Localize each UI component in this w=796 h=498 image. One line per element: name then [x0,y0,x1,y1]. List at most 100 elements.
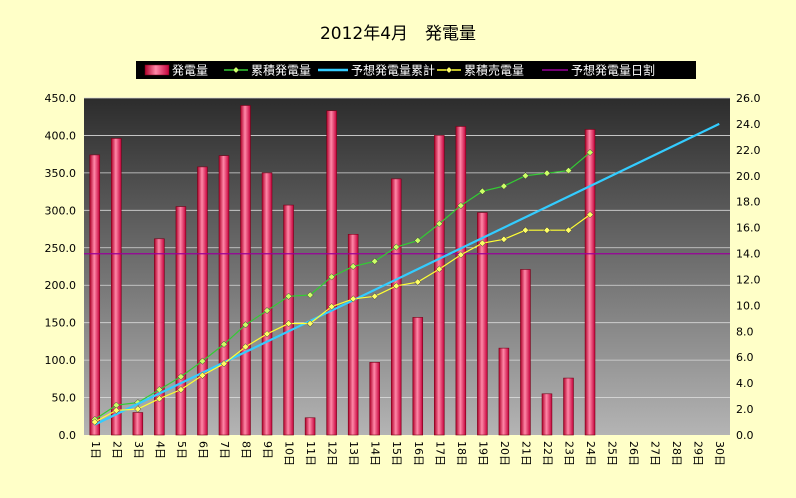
right-axis-ticks: 0.0 2.0 4.0 6.0 8.0 10.0 12.0 14.0 16.0 18.0 20.0 2… [736,92,761,442]
series-point [155,395,163,403]
series-point [285,292,293,300]
x-tick-label: 12日 [326,441,339,466]
left-tick-label: 300.0 [45,204,77,217]
series-point [241,343,250,351]
x-tick-label: 6日 [196,441,209,459]
series-point [328,273,336,281]
series-point [241,321,250,329]
bar [347,233,359,436]
x-tick-label: 3日 [132,441,145,459]
series-point [371,257,379,265]
left-tick-label: 450.0 [45,92,77,105]
x-tick-label: 25日 [606,441,619,466]
series-point [478,187,486,195]
series-point [586,148,594,156]
x-tick-label: 11日 [304,441,317,466]
bar [154,238,165,436]
series-point [564,167,573,175]
right-tick-label: 0.0 [736,429,754,442]
x-tick-label: 20日 [498,441,511,466]
right-tick-label: 26.0 [736,92,761,105]
series-point [198,371,206,379]
legend-box [136,61,696,79]
bar [455,126,467,436]
right-tick-label: 22.0 [736,144,761,157]
series-point [220,360,228,368]
x-tick-label: 26日 [627,441,640,466]
right-tick-label: 2.0 [736,403,754,416]
x-tick-label: 24日 [584,441,597,466]
series-point [414,237,422,245]
bar [89,154,101,436]
left-tick-label: 200.0 [45,279,77,292]
left-axis-ticks: 0.0 50.0 100.0 150.0 200.0 250.0 300.0 350.0 400… [45,92,77,442]
x-tick-label: 23日 [563,441,576,466]
series-point [564,226,573,234]
bar [477,212,488,436]
grid [84,97,730,398]
bar [175,206,187,436]
bar [218,155,230,436]
bar [326,110,337,436]
series-point [177,373,185,381]
series-point [306,291,314,299]
series-point [328,303,336,311]
series-point [306,319,314,328]
series-point [457,251,465,259]
bar [498,347,510,436]
series-point [349,262,357,271]
x-tick-label: 21日 [519,441,532,466]
x-tick-label: 14日 [369,441,382,466]
series-point [392,243,400,251]
right-tick-label: 16.0 [736,222,761,235]
series-point [543,226,551,234]
series-point [543,169,551,177]
bar [520,269,531,436]
left-tick-label: 150.0 [45,317,77,330]
bar [240,105,251,436]
series-point [285,319,293,328]
right-tick-label: 18.0 [736,196,761,209]
legend-marker [445,66,453,74]
left-tick-label: 250.0 [45,242,77,255]
bar [563,377,574,436]
legend-label: 累積発電量 [251,63,311,78]
right-tick-label: 24.0 [736,118,761,131]
series-line [94,122,720,426]
bar [434,135,445,436]
series-point [392,282,400,290]
left-tick-label: 350.0 [45,167,77,180]
x-tick-label: 5日 [175,441,188,459]
series-point [521,172,529,180]
x-tick-label: 27日 [649,441,662,466]
bar [197,166,208,436]
series-point [500,182,508,190]
bar [132,412,144,436]
chart-title: 2012年4月 発電量 [320,24,476,44]
x-tick-label: 9日 [261,441,274,459]
series-line [94,151,591,420]
right-tick-label: 6.0 [736,351,754,364]
series-point [435,220,443,228]
legend-label: 発電量 [172,64,208,78]
bar [369,362,380,436]
x-tick-label: 10日 [283,441,296,466]
legend-label: 予想発電量累計 [351,63,435,78]
series-point [435,265,443,273]
x-tick-label: 1日 [89,441,102,459]
series-point [134,405,142,413]
right-tick-label: 14.0 [736,248,761,261]
x-tick-label: 29日 [692,441,705,466]
right-tick-label: 8.0 [736,325,754,338]
line-series [91,122,720,426]
bar [541,393,553,436]
series-point [586,211,594,219]
x-tick-label: 7日 [218,441,231,459]
x-tick-label: 17日 [433,441,446,466]
x-tick-label: 15日 [390,441,403,466]
x-tick-label: 30日 [713,441,726,466]
x-tick-label: 2日 [110,441,123,459]
series-point [263,330,271,338]
